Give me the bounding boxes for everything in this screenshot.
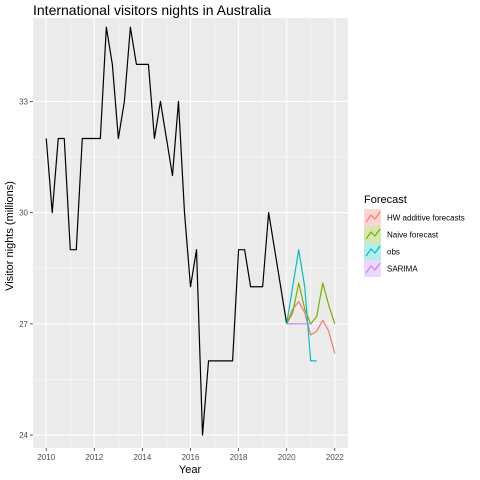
grid-major xyxy=(33,18,348,448)
legend-item-obs: obs xyxy=(364,243,400,260)
series-line-hw-additive-forecasts xyxy=(286,300,336,354)
y-axis: 24 27 30 33 xyxy=(19,97,33,440)
x-tick-label: 2010 xyxy=(37,453,55,462)
y-tick-label: 30 xyxy=(19,209,28,218)
legend-item-naive-forecast: Naive forecast xyxy=(364,226,439,243)
legend-key-line xyxy=(365,262,381,274)
legend-key xyxy=(364,260,381,277)
legend-key xyxy=(364,226,381,243)
legend-items: HW additive forecasts Naive forecast obs SA… xyxy=(364,209,465,277)
x-tick-label: 2022 xyxy=(326,453,344,462)
series-line-obs xyxy=(286,249,317,362)
legend-title: Forecast xyxy=(364,194,407,206)
legend-key-line xyxy=(365,211,381,223)
y-axis-label: Visitor nights (millions) xyxy=(4,181,16,291)
y-tick-label: 24 xyxy=(19,431,28,440)
legend: Forecast HW additive forecasts Naive fore… xyxy=(364,194,465,277)
x-tick-label: 2014 xyxy=(134,453,152,462)
legend-key xyxy=(364,243,381,260)
x-tick-label: 2018 xyxy=(230,453,248,462)
x-axis-label: Year xyxy=(179,464,202,476)
x-tick-label: 2016 xyxy=(182,453,200,462)
legend-key-line xyxy=(365,245,381,257)
x-axis: 2010 2012 2014 2016 2018 2020 2022 xyxy=(37,448,344,462)
chart-title: International visitors nights in Austral… xyxy=(33,2,271,18)
legend-label: obs xyxy=(387,248,400,257)
grid-minor xyxy=(33,18,348,448)
x-tick-label: 2012 xyxy=(85,453,103,462)
legend-item-sarima: SARIMA xyxy=(364,260,418,277)
legend-item-hw-additive-forecasts: HW additive forecasts xyxy=(364,209,465,226)
legend-label: Naive forecast xyxy=(387,231,439,240)
series-layer xyxy=(45,26,336,436)
y-tick-label: 33 xyxy=(19,97,28,106)
x-tick-label: 2020 xyxy=(278,453,296,462)
legend-label: HW additive forecasts xyxy=(387,214,465,223)
history-line xyxy=(45,26,288,436)
legend-key-line xyxy=(365,228,381,240)
legend-key xyxy=(364,209,381,226)
legend-label: SARIMA xyxy=(387,265,418,274)
y-tick-label: 27 xyxy=(19,320,28,329)
